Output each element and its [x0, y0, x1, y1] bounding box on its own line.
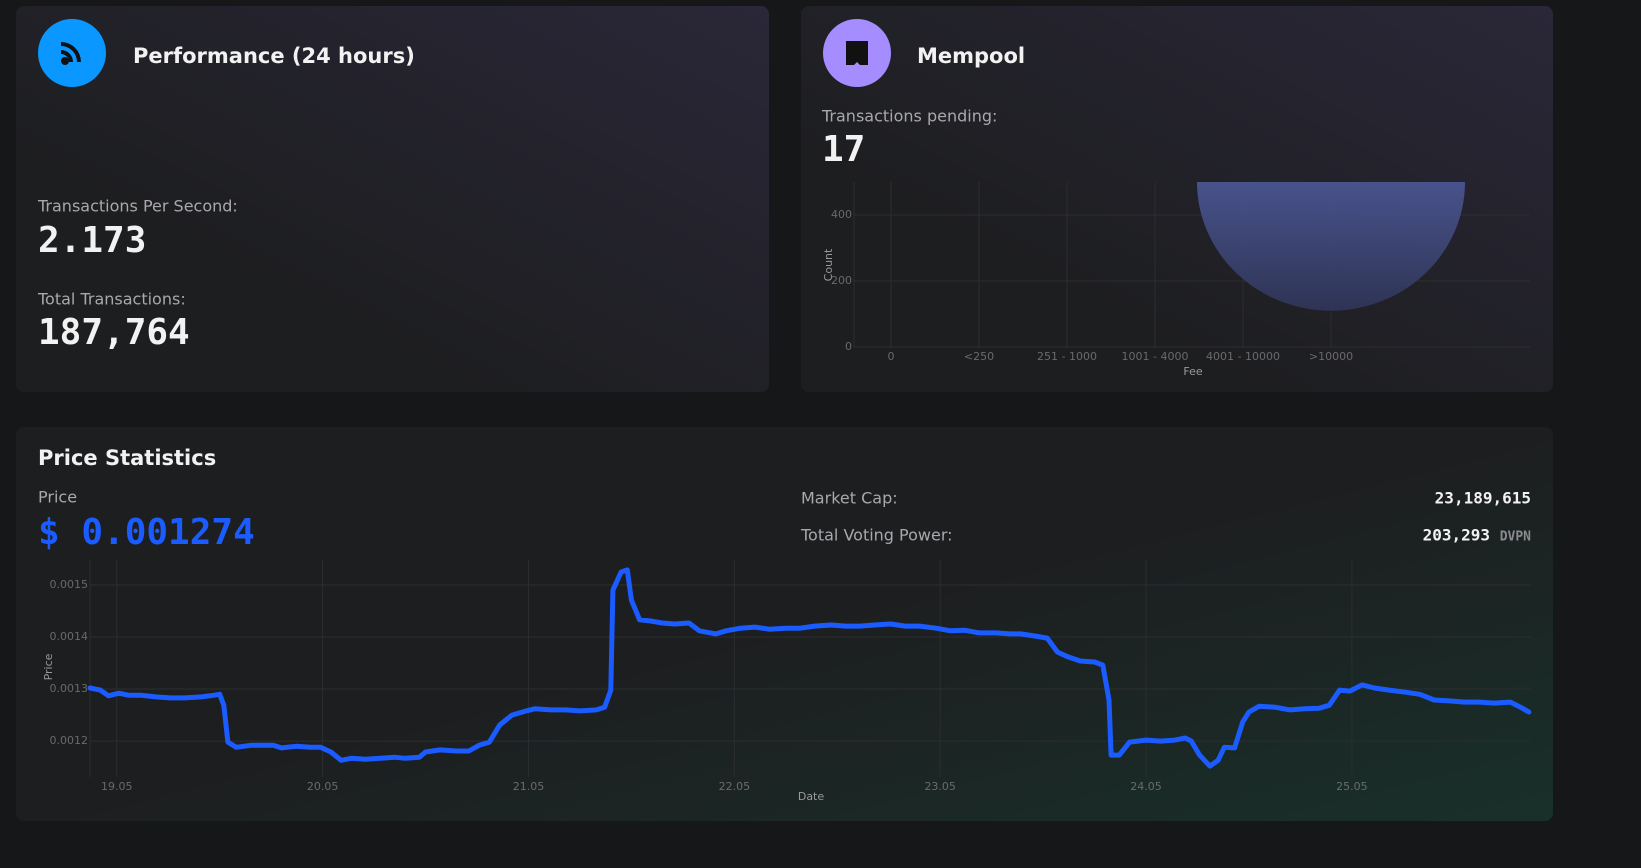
- voting-power-value: 203,293: [1423, 526, 1490, 545]
- x-tick-label: 22.05: [719, 780, 751, 793]
- rss-icon: [38, 19, 106, 87]
- y-tick-label: 0: [845, 340, 852, 353]
- x-tick-label: 25.05: [1336, 780, 1368, 793]
- x-tick-label: 251 - 1000: [1037, 350, 1097, 363]
- x-tick-label: 20.05: [307, 780, 339, 793]
- y-tick-label: 0.0014: [50, 630, 89, 643]
- x-tick-label: 23.05: [924, 780, 956, 793]
- price-value: $ 0.001274: [38, 512, 255, 553]
- price-card: [16, 427, 1553, 821]
- x-tick-label: 1001 - 4000: [1122, 350, 1189, 363]
- x-tick-label: <250: [964, 350, 994, 363]
- y-tick-label: 0.0012: [50, 734, 89, 747]
- pending-value: 17: [822, 129, 865, 170]
- y-tick-label: 0.0015: [50, 578, 89, 591]
- y-tick-label: 200: [831, 274, 852, 287]
- total-value: 187,764: [38, 312, 190, 353]
- price-title: Price Statistics: [38, 446, 216, 470]
- mempool-glyph: [846, 41, 868, 65]
- y-axis-title: Price: [42, 653, 55, 680]
- market-cap-label: Market Cap:: [801, 489, 898, 508]
- total-label: Total Transactions:: [37, 290, 186, 309]
- x-axis-title: Fee: [1183, 365, 1202, 378]
- performance-card: [16, 6, 769, 392]
- price-label: Price: [38, 488, 77, 507]
- voting-power-unit: DVPN: [1500, 530, 1531, 545]
- y-tick-label: 0.0013: [50, 682, 89, 695]
- pending-label: Transactions pending:: [821, 107, 997, 126]
- performance-title: Performance (24 hours): [133, 44, 415, 68]
- bar: [1197, 182, 1465, 311]
- x-tick-label: >10000: [1309, 350, 1353, 363]
- x-tick-label: 24.05: [1130, 780, 1162, 793]
- x-tick-label: 21.05: [513, 780, 545, 793]
- x-tick-label: 4001 - 10000: [1206, 350, 1280, 363]
- y-tick-label: 400: [831, 208, 852, 221]
- x-axis-title: Date: [798, 790, 825, 803]
- tps-label: Transactions Per Second:: [37, 197, 238, 216]
- mempool-title: Mempool: [917, 44, 1025, 68]
- x-tick-label: 19.05: [101, 780, 133, 793]
- y-axis-title: Count: [822, 248, 835, 281]
- rss-glyph: [61, 42, 81, 65]
- voting-power-label: Total Voting Power:: [800, 526, 953, 545]
- x-tick-label: 0: [888, 350, 895, 363]
- tps-value: 2.173: [38, 220, 146, 261]
- price-line: [87, 567, 1532, 769]
- market-cap-value: 23,189,615: [1435, 489, 1531, 508]
